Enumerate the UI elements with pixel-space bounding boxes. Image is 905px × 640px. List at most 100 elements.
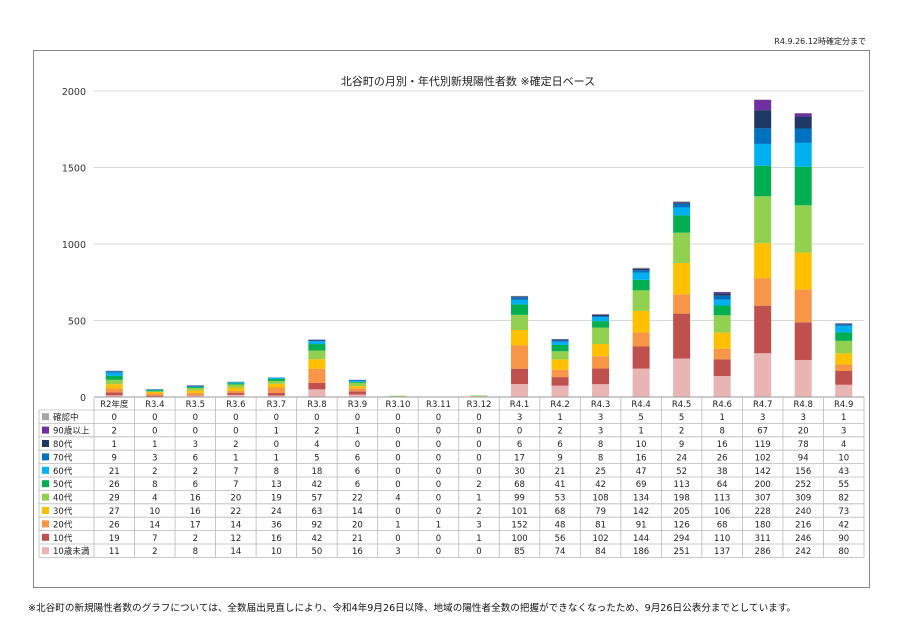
bar-segment [267,387,285,394]
data-label: 42 [311,534,322,544]
bar-segment [632,270,650,273]
bar-segment [105,379,123,385]
data-label: 14 [230,547,241,557]
bar-segment [105,371,123,373]
data-label: 5 [679,413,684,423]
data-label: 0 [395,413,400,423]
bar-segment [592,317,610,322]
data-label: 8 [598,453,603,463]
data-label: 0 [112,413,117,423]
x-tick-label: R3.9 [348,400,367,410]
data-label: 67 [757,427,768,437]
data-label: 6 [193,453,198,463]
bar-segment [551,385,569,397]
data-label: 56 [555,534,566,544]
data-label: 3 [476,520,481,530]
data-label: 11 [109,547,120,557]
bar-segment [794,113,812,117]
data-label: 102 [592,534,608,544]
bar-segment [348,386,366,389]
data-label: 3 [152,453,157,463]
data-label: 240 [795,507,811,517]
legend-label: 10歳未満 [53,546,90,557]
data-label: 38 [717,467,728,477]
data-label: 20 [352,520,363,530]
bar-segment [146,395,164,397]
data-label: 3 [395,547,400,557]
bar-segment [348,380,366,381]
data-label: 48 [555,520,566,530]
bar-segment [632,368,650,397]
data-label: 113 [674,480,690,490]
data-label: 55 [838,480,849,490]
bar-segment [308,368,326,383]
bar-segment [592,316,610,318]
bar-segment [348,381,366,383]
data-label: 91 [636,520,647,530]
data-label: 63 [311,507,322,517]
data-label: 0 [436,427,441,437]
chart: 北谷町の月別・年代別新規陽性者数 ※確定日ベース 050010001500200… [38,74,865,558]
data-label: 0 [517,427,522,437]
chart-title: 北谷町の月別・年代別新規陽性者数 ※確定日ベース [341,74,595,88]
data-label: 0 [314,413,319,423]
legend-label: 70代 [53,452,73,463]
x-tick-label: R4.1 [510,400,529,410]
data-label: 73 [838,507,849,517]
data-label: 7 [233,480,238,490]
bar-segment [673,202,691,204]
data-label: 8 [719,427,724,437]
data-label: 0 [355,413,360,423]
legend-label: 30代 [53,506,73,517]
data-label: 42 [595,480,606,490]
bar-segment [754,99,772,111]
data-label: 57 [311,494,322,504]
data-label: 6 [517,440,522,450]
data-label: 0 [193,427,198,437]
data-label: 0 [476,547,481,557]
data-label: 119 [755,440,771,450]
bar-segment [835,324,853,326]
data-label: 126 [674,520,690,530]
data-label: 10 [149,507,160,517]
data-label: 52 [676,467,687,477]
bar-segment [227,393,245,395]
data-label: 36 [271,520,282,530]
bar-segment [308,341,326,345]
data-label: 0 [395,440,400,450]
bar-segment [754,305,772,354]
bar-segment [511,368,529,384]
bar-segment [105,372,123,376]
bar-segment [835,340,853,354]
bar-segment [267,383,285,388]
data-label: 3 [760,413,765,423]
bar-segment [592,314,610,317]
data-label: 1 [355,427,360,437]
data-label: 2 [557,427,562,437]
x-tick-label: R4.5 [672,400,691,410]
data-label: 3 [841,427,846,437]
data-label: 9 [679,440,684,450]
data-label: 0 [476,453,481,463]
data-label: 16 [190,507,201,517]
data-label: 1 [112,440,117,450]
bar-segment [673,232,691,263]
bar-segment [511,383,529,397]
bar-segment [835,364,853,371]
bar-segment [713,376,731,397]
data-label: 205 [674,507,690,517]
data-label: 1 [436,520,441,530]
data-label: 68 [717,520,728,530]
legend-label: 50代 [53,479,73,490]
data-label: 242 [795,547,811,557]
bar-segment [673,262,691,295]
x-tick-label: R4.2 [550,400,569,410]
data-label: 156 [795,467,811,477]
data-label: 100 [511,534,527,544]
data-label: 3 [193,440,198,450]
data-label: 246 [795,534,811,544]
bar-segment [227,394,245,397]
chart-frame: 北谷町の月別・年代別新規陽性者数 ※確定日ベース 0 500 1000 1500 200… [33,50,870,588]
data-label: 7 [233,467,238,477]
data-label: 307 [755,494,771,504]
